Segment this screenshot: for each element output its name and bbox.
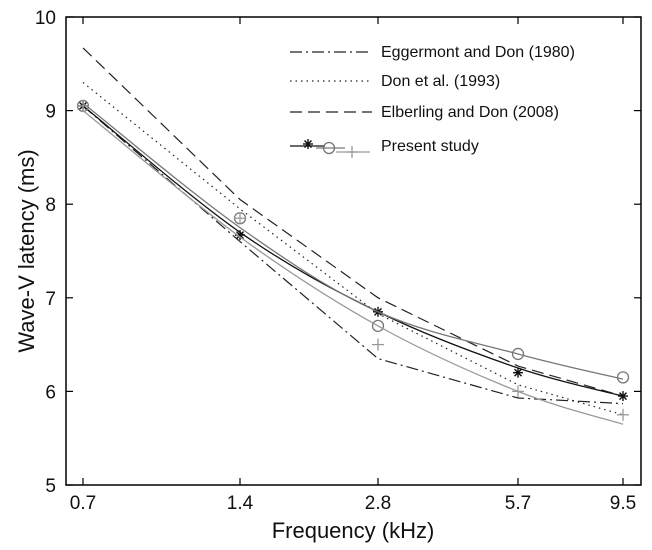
- y-tick-label: 8: [45, 195, 56, 216]
- y-tick-label: 6: [45, 382, 56, 403]
- plot-frame: [65, 16, 642, 486]
- present-study-fit-line-asterisk: [82, 105, 624, 397]
- y-tick-label: 7: [45, 289, 56, 310]
- y-axis-title: Wave-V latency (ms): [14, 149, 39, 352]
- y-tick-label: 10: [35, 8, 56, 29]
- present-study-point-plus: [77, 99, 89, 112]
- series-line-0: [82, 105, 624, 405]
- present-study-point-circle: [371, 319, 385, 333]
- legend-entry: Don et al. (1993): [290, 73, 500, 90]
- present-study-point-plus: [512, 385, 524, 398]
- present-study-point-asterisk: [618, 391, 628, 402]
- legend-label: Elberling and Don (2008): [381, 104, 559, 121]
- x-tick-label: 1.4: [227, 493, 254, 514]
- legend-entry: Present study: [290, 138, 479, 158]
- x-tick-label: 5.7: [505, 493, 531, 514]
- legend-label: Present study: [381, 138, 479, 155]
- present-study-fit-line-circle: [82, 102, 624, 380]
- x-tick-label: 9.5: [610, 493, 636, 514]
- legend-entry: Eggermont and Don (1980): [290, 44, 575, 61]
- present-study-point-plus: [372, 338, 384, 351]
- legend-entry: Elberling and Don (2008): [290, 104, 559, 121]
- legend-marker-asterisk: [303, 139, 313, 149]
- x-axis-title: Frequency (kHz): [272, 518, 435, 543]
- axis-ticks: 5 6 7 8 9 10 0.7 1.4 2.8 5.7 9.5: [35, 8, 641, 514]
- series-layer: [76, 47, 630, 425]
- present-study-point-asterisk: [513, 367, 523, 378]
- y-tick-label: 5: [45, 476, 56, 497]
- legend-label: Eggermont and Don (1980): [381, 44, 575, 61]
- present-study-fit-line-plus: [82, 110, 624, 425]
- present-study-point-circle: [511, 347, 525, 361]
- x-tick-label: 2.8: [365, 493, 391, 514]
- present-study-point-plus: [617, 408, 629, 421]
- present-study-point-circle: [616, 371, 630, 384]
- legend-marker-plus: [346, 146, 358, 158]
- y-tick-label: 9: [45, 102, 56, 123]
- legend-label: Don et al. (1993): [381, 73, 500, 90]
- series-line-2: [82, 47, 624, 397]
- series-line-1: [82, 82, 624, 416]
- x-tick-label: 0.7: [70, 493, 96, 514]
- legend-marker-circle: [322, 141, 336, 155]
- legend: Eggermont and Don (1980) Don et al. (1993…: [290, 44, 575, 158]
- present-study-point-plus: [234, 212, 246, 225]
